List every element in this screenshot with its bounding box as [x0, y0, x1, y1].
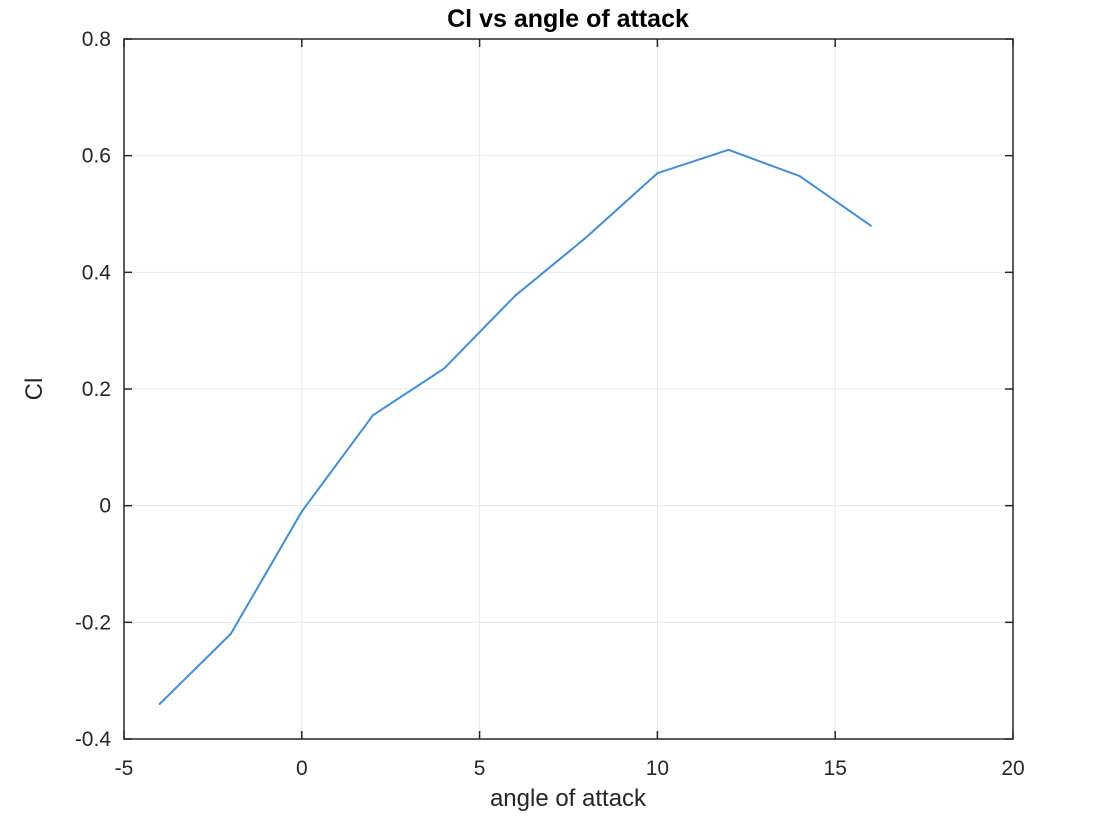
x-tick-label: 10 [646, 757, 669, 780]
axis-ticks [123, 38, 1014, 740]
x-tick-label: -5 [115, 757, 134, 780]
y-tick-label: 0.2 [82, 378, 111, 401]
y-tick-label: 0.6 [82, 145, 111, 168]
y-tick-label: 0 [99, 495, 111, 518]
x-tick-label: 15 [824, 757, 847, 780]
chart-title: Cl vs angle of attack [447, 5, 689, 33]
y-tick-labels: -0.4 -0.2 0 0.2 0.4 0.6 0.8 [75, 28, 112, 751]
x-tick-label: 0 [296, 757, 308, 780]
x-axis-label: angle of attack [490, 785, 647, 812]
data-line [158, 148, 872, 705]
x-tick-label: 20 [1001, 757, 1024, 780]
y-axis-label: Cl [21, 378, 48, 401]
x-tick-label: 5 [474, 757, 486, 780]
x-tick-labels: -5 0 5 10 15 20 [115, 757, 1025, 780]
y-tick-label: 0.8 [82, 28, 111, 51]
y-tick-label: -0.4 [75, 728, 112, 751]
y-tick-label: 0.4 [82, 261, 112, 284]
y-tick-label: -0.2 [75, 611, 111, 634]
